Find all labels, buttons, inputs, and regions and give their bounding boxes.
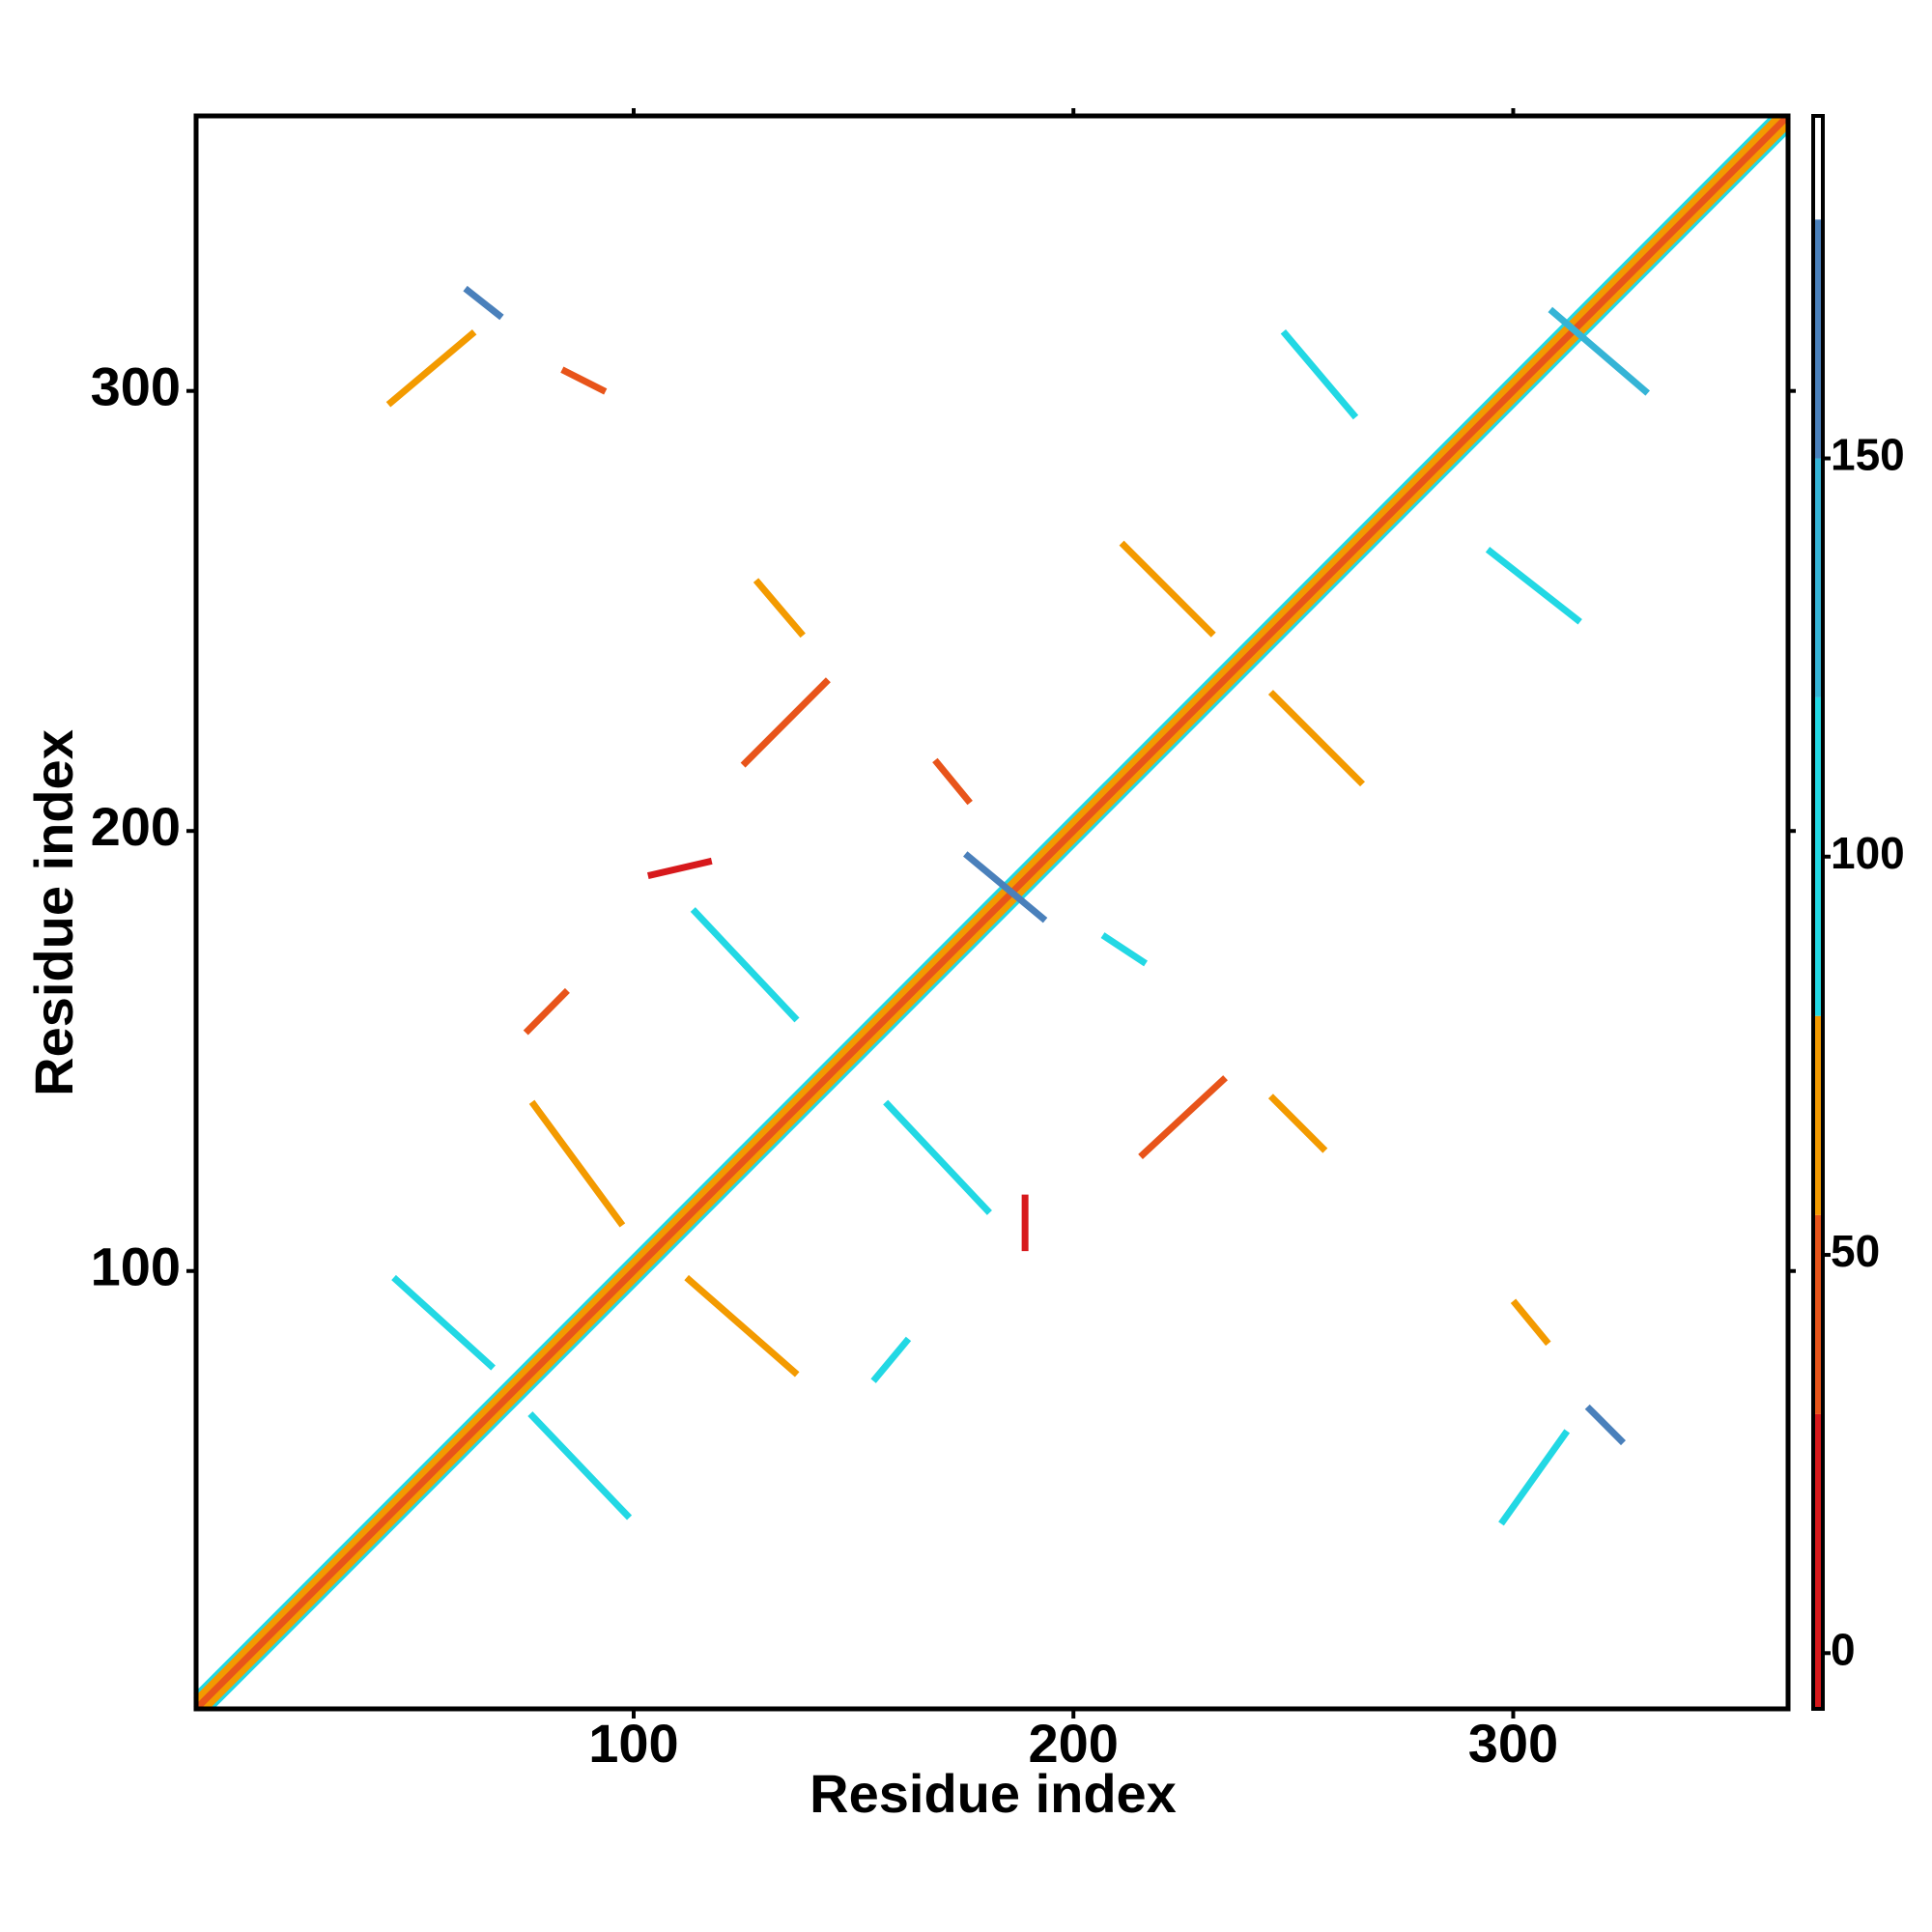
contact-segment [1584,1404,1626,1446]
contact-segment [1548,306,1650,396]
colorbar-bin [1813,116,1823,220]
contact-segment [963,851,1048,923]
x-axis-title: Residue index [810,1763,1177,1824]
y-tick-label: 300 [91,355,181,416]
contact-segment [753,578,806,639]
contact-segment [202,122,1791,1712]
contact-segment [646,857,713,879]
y-tick-label: 200 [91,796,181,857]
contact-segment [1138,1075,1228,1159]
colorbar-bin [1813,1015,1823,1215]
contact-segment [560,366,608,395]
contact-segment [528,1099,626,1228]
colorbar-frame [1811,114,1825,1711]
contact-segment [870,1336,912,1383]
contact-segment [684,1274,800,1378]
contact-segment [740,677,831,768]
y-axis-title: Residue index [23,729,84,1096]
contact-segment [883,1099,992,1215]
colorbar-tick-label: 150 [1831,430,1905,480]
colorbar-bin [1813,219,1823,459]
colorbar-tick-label: 100 [1831,828,1905,878]
contact-segment [523,987,570,1036]
contact-segment [193,113,1782,1703]
contact-segment [193,113,1791,1712]
contact-segment [385,329,477,408]
contact-segment [1119,540,1216,638]
colorbar-tick-label: 0 [1831,1624,1856,1674]
contact-segment [1485,547,1582,625]
contact-segment [1267,1094,1328,1153]
colorbar-bin [1813,696,1823,1016]
contact-segment [1100,932,1148,967]
colorbar-bin [1813,1214,1823,1414]
contact-segment [690,907,800,1023]
contact-segment [1498,1429,1571,1526]
y-tick-label: 100 [91,1236,181,1297]
colorbar-tick-label: 50 [1831,1226,1880,1276]
contact-segment [463,285,504,321]
contact-segment [932,757,973,806]
x-tick-label: 100 [588,1713,678,1774]
contact-segment [1510,1298,1551,1347]
colorbar-bin [1813,458,1823,697]
contact-segment [391,1274,496,1371]
contact-segment [527,1411,633,1520]
x-tick-label: 200 [1029,1713,1119,1774]
contact-segment [1280,329,1359,420]
plot-frame [193,113,1791,1712]
colorbar-bin [1813,1413,1823,1709]
contact-segment [1267,690,1365,787]
x-tick-label: 300 [1468,1713,1558,1774]
